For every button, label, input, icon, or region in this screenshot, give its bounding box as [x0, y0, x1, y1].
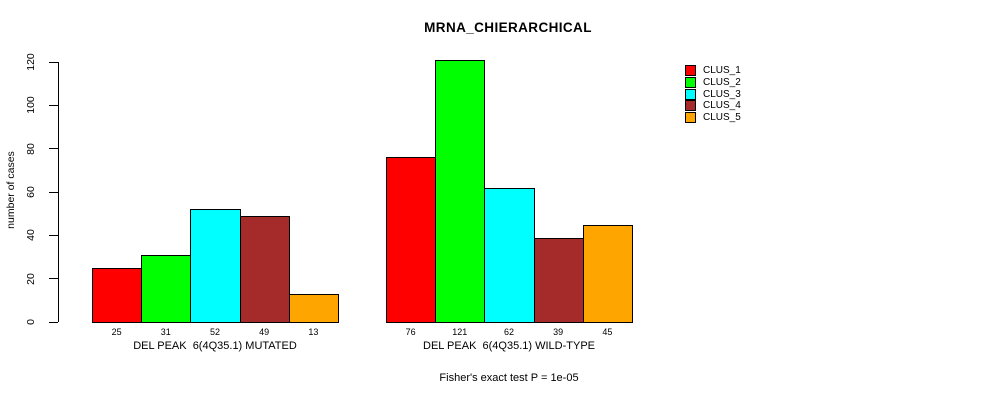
bar-value-label: 13	[308, 327, 319, 337]
y-axis-tick	[49, 278, 58, 280]
bar-clus_2-group1	[141, 254, 192, 323]
legend-label: CLUS_5	[703, 112, 741, 124]
legend-swatch-clus_1	[685, 65, 696, 77]
legend-label: CLUS_4	[703, 100, 741, 112]
bar-clus_5-group1	[288, 293, 339, 323]
group-axis-label: DEL PEAK 6(4Q35.1) MUTATED	[133, 340, 297, 352]
bar-clus_3-group2	[484, 187, 535, 323]
bar-value-label: 31	[160, 327, 171, 337]
bar-value-label: 52	[209, 327, 221, 337]
y-axis-tick	[49, 61, 58, 63]
bar-clus_4-group1	[239, 215, 290, 323]
bar-clus_5-group2	[582, 224, 633, 323]
y-axis-tick-label: 0	[25, 319, 37, 325]
y-axis-tick	[49, 191, 58, 193]
group-axis-label: DEL PEAK 6(4Q35.1) WILD-TYPE	[423, 340, 595, 352]
y-axis-tick-label: 20	[25, 272, 37, 285]
y-axis-tick-label: 100	[25, 96, 37, 115]
legend-item: CLUS_3	[685, 88, 741, 100]
y-axis-tick-label: 120	[25, 53, 37, 71]
bar-clus_1-group1	[92, 267, 143, 323]
legend-swatch-clus_3	[685, 88, 696, 100]
bar-value-label: 25	[111, 327, 122, 337]
y-axis-tick	[49, 104, 58, 106]
bar-value-label: 39	[553, 327, 564, 337]
bar-value-label: 76	[405, 327, 416, 337]
bar-clus_3-group1	[190, 209, 241, 323]
legend-swatch-clus_5	[685, 112, 696, 124]
bar-value-label: 49	[259, 327, 270, 337]
fisher-test-annotation: Fisher's exact test P = 1e-05	[439, 372, 579, 384]
bar-value-label: 45	[602, 327, 613, 337]
bar-clus_4-group2	[533, 237, 584, 323]
legend-label: CLUS_2	[703, 77, 741, 89]
y-axis-tick-label: 80	[25, 142, 37, 155]
legend-item: CLUS_2	[685, 77, 741, 89]
bar-clus_1-group2	[386, 157, 437, 323]
legend-swatch-clus_2	[685, 77, 696, 89]
y-axis-tick-label: 60	[25, 186, 37, 198]
y-axis-label: number of cases	[5, 151, 17, 229]
bar-value-label: 62	[503, 327, 515, 337]
legend-label: CLUS_1	[703, 65, 741, 77]
y-axis-tick	[49, 234, 58, 236]
legend: CLUS_1 CLUS_2 CLUS_3 CLUS_4 CLUS_5	[685, 65, 741, 124]
bar-clus_2-group2	[435, 59, 486, 323]
legend-swatch-clus_4	[685, 100, 696, 112]
legend-item: CLUS_4	[685, 100, 741, 112]
legend-item: CLUS_1	[685, 65, 741, 77]
y-axis-tick	[49, 148, 58, 150]
y-axis-tick-label: 40	[25, 229, 37, 242]
y-axis-tick	[49, 321, 58, 323]
legend-item: CLUS_5	[685, 112, 741, 124]
chart-title: MRNA_CHIERARCHICAL	[424, 20, 592, 35]
legend-label: CLUS_3	[703, 88, 741, 100]
y-axis-line	[58, 62, 59, 322]
bar-value-label: 121	[452, 327, 468, 337]
